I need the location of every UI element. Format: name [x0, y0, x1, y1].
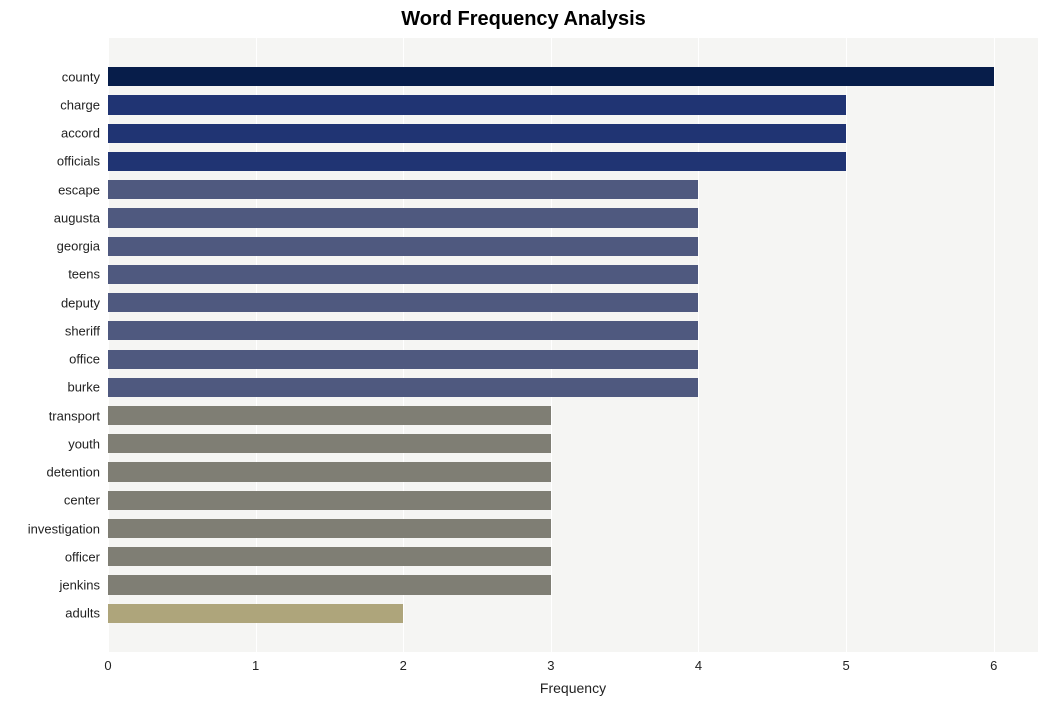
x-tick-label: 3: [547, 658, 554, 673]
bar-row: [108, 321, 1038, 340]
bar: [108, 519, 551, 538]
x-tick-label: 4: [695, 658, 702, 673]
bar-row: [108, 406, 1038, 425]
bar-row: [108, 378, 1038, 397]
bar: [108, 237, 698, 256]
bar: [108, 293, 698, 312]
bar-row: [108, 575, 1038, 594]
y-tick-label: office: [0, 352, 100, 367]
y-tick-label: teens: [0, 267, 100, 282]
bar: [108, 95, 846, 114]
bar-row: [108, 293, 1038, 312]
bar: [108, 321, 698, 340]
bar-row: [108, 350, 1038, 369]
x-tick-label: 5: [842, 658, 849, 673]
bar: [108, 547, 551, 566]
y-tick-label: detention: [0, 465, 100, 480]
y-tick-label: augusta: [0, 210, 100, 225]
y-tick-label: charge: [0, 97, 100, 112]
bar: [108, 152, 846, 171]
bar: [108, 378, 698, 397]
x-tick-label: 1: [252, 658, 259, 673]
bar: [108, 462, 551, 481]
bar: [108, 491, 551, 510]
bars-layer: [108, 38, 1038, 652]
y-tick-label: escape: [0, 182, 100, 197]
bar-row: [108, 208, 1038, 227]
bar: [108, 604, 403, 623]
chart-title: Word Frequency Analysis: [0, 8, 1047, 31]
bar-row: [108, 462, 1038, 481]
x-tick-label: 0: [104, 658, 111, 673]
bar-row: [108, 124, 1038, 143]
bar-row: [108, 237, 1038, 256]
bar: [108, 180, 698, 199]
bar-row: [108, 152, 1038, 171]
bar-row: [108, 491, 1038, 510]
bar-row: [108, 180, 1038, 199]
x-tick-label: 6: [990, 658, 997, 673]
bar: [108, 208, 698, 227]
y-tick-label: accord: [0, 126, 100, 141]
y-tick-label: deputy: [0, 295, 100, 310]
bar: [108, 406, 551, 425]
bar: [108, 575, 551, 594]
y-tick-label: adults: [0, 606, 100, 621]
y-tick-label: burke: [0, 380, 100, 395]
plot-area: [108, 38, 1038, 652]
y-tick-label: officer: [0, 549, 100, 564]
bar-row: [108, 67, 1038, 86]
x-tick-label: 2: [400, 658, 407, 673]
bar-row: [108, 95, 1038, 114]
y-tick-label: jenkins: [0, 578, 100, 593]
y-tick-label: county: [0, 69, 100, 84]
y-tick-label: center: [0, 493, 100, 508]
y-tick-label: officials: [0, 154, 100, 169]
y-tick-label: georgia: [0, 239, 100, 254]
bar: [108, 124, 846, 143]
y-tick-label: sheriff: [0, 323, 100, 338]
bar-row: [108, 604, 1038, 623]
bar: [108, 67, 994, 86]
bar-row: [108, 434, 1038, 453]
x-axis-label: Frequency: [108, 680, 1038, 696]
bar-row: [108, 519, 1038, 538]
bar: [108, 434, 551, 453]
y-tick-label: youth: [0, 436, 100, 451]
word-frequency-chart: Word Frequency Analysis county charge acco…: [0, 0, 1047, 701]
y-tick-label: investigation: [0, 521, 100, 536]
bar-row: [108, 265, 1038, 284]
bar-row: [108, 547, 1038, 566]
bar: [108, 350, 698, 369]
y-tick-label: transport: [0, 408, 100, 423]
bar: [108, 265, 698, 284]
